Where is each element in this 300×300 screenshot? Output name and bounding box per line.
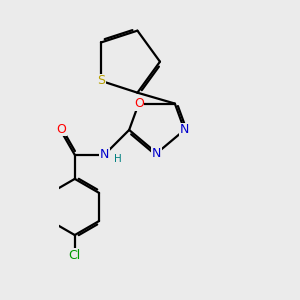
Text: O: O [134,97,144,110]
Text: N: N [152,147,161,160]
Text: O: O [56,123,66,136]
Text: H: H [114,154,122,164]
Text: N: N [100,148,109,161]
Text: N: N [180,124,189,136]
Text: Cl: Cl [69,249,81,262]
Text: S: S [97,74,105,87]
